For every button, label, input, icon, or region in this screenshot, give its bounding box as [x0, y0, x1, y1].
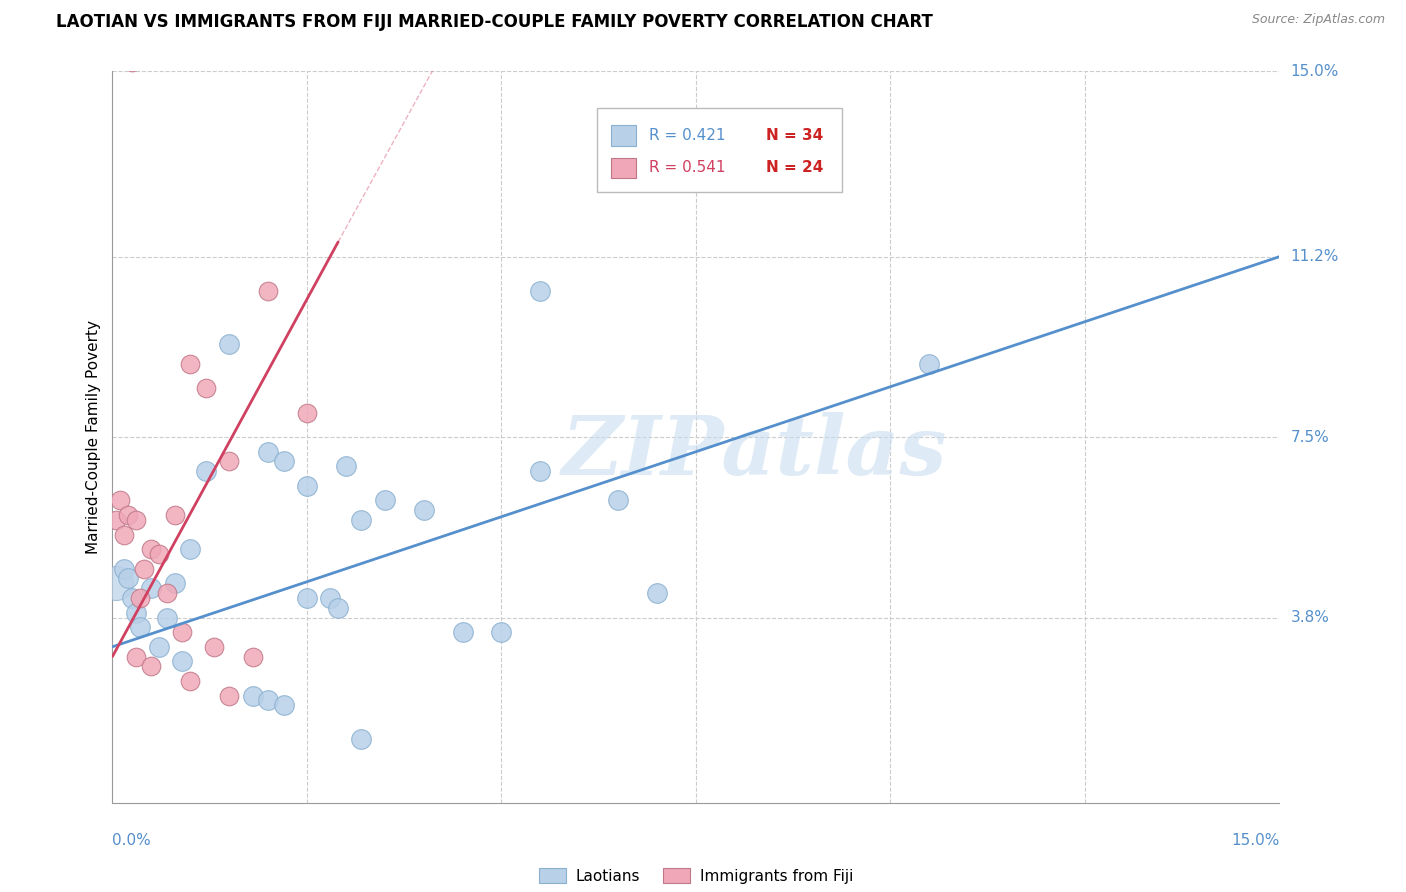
Point	[172, 654, 194, 668]
Text: ZIPatlas: ZIPatlas	[561, 412, 948, 491]
Point	[350, 513, 373, 527]
Point	[295, 591, 318, 605]
Point	[179, 357, 201, 371]
FancyBboxPatch shape	[610, 158, 637, 178]
Point	[141, 542, 163, 557]
Point	[451, 625, 474, 640]
Point	[148, 547, 170, 561]
Point	[326, 600, 349, 615]
Point	[918, 357, 941, 371]
Text: N = 34: N = 34	[766, 128, 824, 144]
Point	[273, 454, 295, 468]
Point	[194, 464, 217, 478]
Text: R = 0.421: R = 0.421	[650, 128, 725, 144]
Point	[529, 464, 551, 478]
Point	[218, 689, 240, 703]
Point	[218, 454, 240, 468]
Point	[117, 508, 139, 522]
Text: N = 24: N = 24	[766, 161, 824, 176]
Point	[295, 479, 318, 493]
Point	[607, 493, 630, 508]
Text: 0.0%: 0.0%	[112, 833, 152, 848]
Point	[257, 284, 280, 298]
Point	[218, 337, 240, 351]
Point	[110, 493, 132, 508]
Point	[179, 542, 201, 557]
Point	[121, 591, 143, 605]
Legend: Laotians, Immigrants from Fiji: Laotians, Immigrants from Fiji	[533, 862, 859, 890]
Point	[125, 649, 148, 664]
Point	[125, 606, 148, 620]
Point	[335, 459, 357, 474]
Point	[163, 576, 186, 591]
Point	[163, 508, 186, 522]
Point	[128, 591, 150, 605]
Point	[156, 586, 179, 600]
Point	[156, 610, 179, 624]
Point	[202, 640, 225, 654]
Point	[105, 576, 128, 591]
Point	[112, 562, 135, 576]
FancyBboxPatch shape	[596, 108, 842, 192]
Point	[529, 284, 551, 298]
Text: 15.0%: 15.0%	[1232, 833, 1279, 848]
Point	[257, 444, 280, 458]
Point	[125, 513, 148, 527]
Point	[273, 698, 295, 713]
Point	[172, 625, 194, 640]
Point	[117, 572, 139, 586]
Point	[148, 640, 170, 654]
Text: 7.5%: 7.5%	[1291, 430, 1329, 444]
Point	[194, 381, 217, 395]
Point	[242, 649, 264, 664]
Point	[257, 693, 280, 707]
Text: 11.2%: 11.2%	[1291, 249, 1339, 264]
Point	[105, 513, 128, 527]
Text: LAOTIAN VS IMMIGRANTS FROM FIJI MARRIED-COUPLE FAMILY POVERTY CORRELATION CHART: LAOTIAN VS IMMIGRANTS FROM FIJI MARRIED-…	[56, 13, 934, 31]
Text: 3.8%: 3.8%	[1291, 610, 1330, 625]
Point	[121, 54, 143, 69]
Y-axis label: Married-Couple Family Poverty: Married-Couple Family Poverty	[86, 320, 101, 554]
Point	[295, 406, 318, 420]
Point	[350, 732, 373, 747]
Point	[319, 591, 342, 605]
Point	[374, 493, 396, 508]
Point	[491, 625, 513, 640]
Point	[141, 581, 163, 595]
Point	[141, 659, 163, 673]
Point	[242, 689, 264, 703]
Text: R = 0.541: R = 0.541	[650, 161, 725, 176]
Point	[132, 562, 155, 576]
Point	[128, 620, 150, 634]
Text: Source: ZipAtlas.com: Source: ZipAtlas.com	[1251, 13, 1385, 27]
FancyBboxPatch shape	[610, 126, 637, 146]
Text: 15.0%: 15.0%	[1291, 64, 1339, 78]
Point	[645, 586, 668, 600]
Point	[112, 527, 135, 541]
Point	[412, 503, 434, 517]
Point	[179, 673, 201, 688]
